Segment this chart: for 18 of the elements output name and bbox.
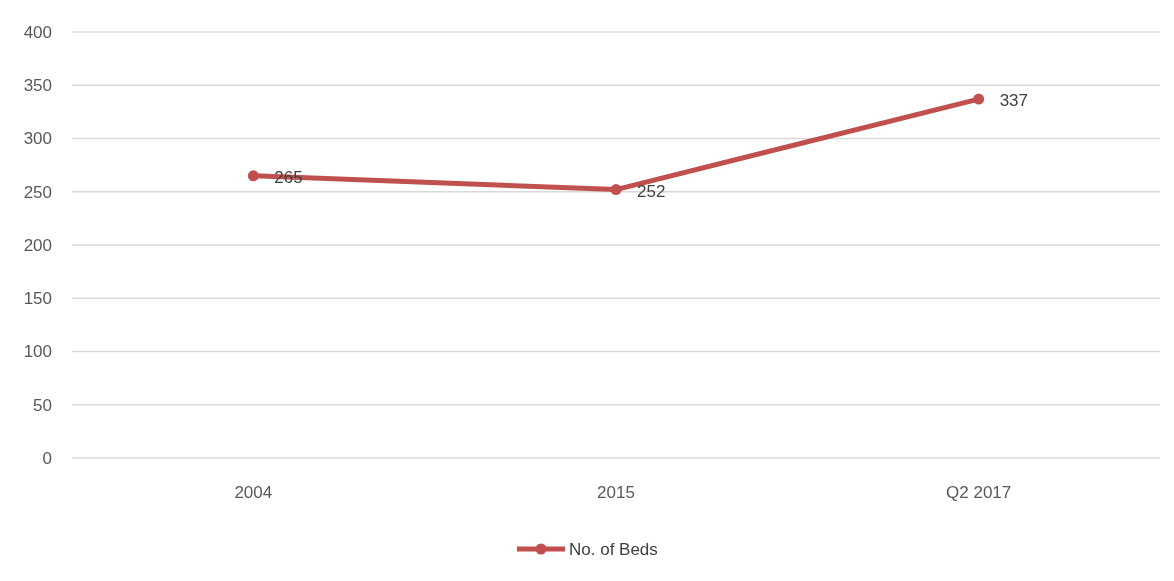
point bbox=[610, 184, 622, 196]
x-tick-label: 2004 bbox=[234, 483, 273, 502]
legend-label: No. of Beds bbox=[569, 539, 658, 559]
y-tick-label: 250 bbox=[23, 182, 52, 202]
point bbox=[973, 93, 985, 105]
y-tick-label: 50 bbox=[33, 395, 52, 415]
x-tick-label: Q2 2017 bbox=[946, 483, 1012, 502]
y-tick-label: 400 bbox=[23, 22, 52, 42]
y-tick-label: 200 bbox=[23, 235, 52, 255]
y-tick-label: 0 bbox=[42, 448, 52, 468]
y-tick-label: 100 bbox=[23, 342, 52, 362]
data-label: 252 bbox=[637, 181, 666, 201]
point bbox=[247, 170, 259, 182]
data-label: 337 bbox=[999, 91, 1029, 111]
y-tick-label: 150 bbox=[23, 289, 52, 309]
x-tick-label: 2015 bbox=[597, 483, 635, 502]
y-tick-label: 300 bbox=[23, 129, 52, 149]
y-tick-label: 350 bbox=[23, 76, 52, 96]
